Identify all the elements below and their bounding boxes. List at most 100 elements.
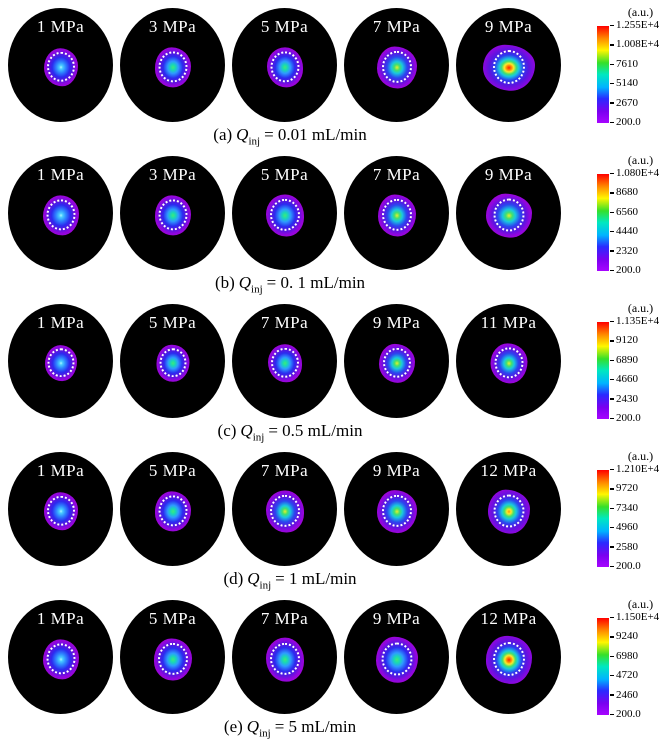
caption-symbol: Q bbox=[246, 717, 260, 736]
caption-symbol: Q bbox=[236, 125, 249, 144]
sample-circle: 11 MPa bbox=[456, 304, 561, 418]
sample-circle: 5 MPa bbox=[120, 304, 225, 418]
sample-circle: 7 MPa bbox=[344, 8, 449, 122]
colorbar-tick-label: 200.0 bbox=[610, 116, 659, 128]
colorbar-tick-label: 200.0 bbox=[610, 412, 659, 424]
sample-circle: 3 MPa bbox=[120, 156, 225, 270]
colorbar-tick-label: 6980 bbox=[610, 650, 659, 662]
sample-row: 1 MPa 5 MPa 7 MPa 9 MPa 12 MPa bbox=[8, 600, 561, 714]
figure-row-b: 1 MPa 3 MPa 5 MPa 7 MPa 9 MPa (a.u.) 1.080E+… bbox=[0, 148, 668, 296]
caption-symbol: Q bbox=[240, 421, 253, 440]
caption-subscript: inj bbox=[251, 283, 263, 296]
pressure-label: 1 MPa bbox=[36, 17, 85, 36]
dotted-ring bbox=[493, 494, 524, 528]
pressure-label: 7 MPa bbox=[372, 165, 421, 184]
colorbar-gradient bbox=[597, 618, 609, 715]
colorbar-tick-label: 2320 bbox=[610, 245, 659, 257]
dotted-ring bbox=[157, 642, 188, 675]
row-caption: (d) Qinj = 1 mL/min bbox=[0, 569, 580, 591]
pressure-label: 5 MPa bbox=[148, 313, 197, 332]
colorbar: (a.u.) 1.080E+4 8680 6560 4440 2320 200.0 bbox=[597, 153, 668, 276]
dotted-ring bbox=[270, 347, 299, 378]
sample-circle: 1 MPa bbox=[8, 156, 113, 270]
pressure-label: 9 MPa bbox=[484, 165, 533, 184]
dotted-ring bbox=[492, 50, 525, 85]
caption-index: (e) bbox=[223, 717, 243, 736]
sample-circle: 5 MPa bbox=[232, 156, 337, 270]
sample-circle: 5 MPa bbox=[120, 600, 225, 714]
pressure-label: 5 MPa bbox=[260, 165, 309, 184]
caption-index: (b) bbox=[214, 273, 235, 292]
colorbar-ticks: 1.150E+4 9240 6980 4720 2460 200.0 bbox=[610, 612, 659, 720]
caption-subscript: inj bbox=[259, 727, 271, 740]
colorbar-tick-label: 9120 bbox=[610, 335, 659, 346]
caption-value: = 0.01 mL/min bbox=[264, 125, 367, 144]
colorbar-body: 1.150E+4 9240 6980 4720 2460 200.0 bbox=[597, 612, 668, 720]
sample-circle: 1 MPa bbox=[8, 304, 113, 418]
colorbar-gradient bbox=[597, 26, 609, 123]
colorbar-ticks: 1.210E+4 9720 7340 4960 2580 200.0 bbox=[610, 464, 659, 572]
sample-circle: 5 MPa bbox=[232, 8, 337, 122]
pressure-label: 5 MPa bbox=[148, 461, 197, 480]
colorbar-tick-label: 1.008E+4 bbox=[610, 39, 659, 50]
sample-circle: 5 MPa bbox=[120, 452, 225, 566]
colorbar-body: 1.255E+4 1.008E+4 7610 5140 2670 200.0 bbox=[597, 20, 668, 128]
sample-row: 1 MPa 5 MPa 7 MPa 9 MPa 12 MPa bbox=[8, 452, 561, 566]
caption-symbol: Q bbox=[247, 569, 260, 588]
dotted-ring bbox=[381, 50, 412, 83]
dotted-ring bbox=[47, 348, 74, 378]
caption-value: = 0. 1 mL/min bbox=[266, 273, 366, 292]
pressure-label: 1 MPa bbox=[36, 165, 85, 184]
caption-index: (d) bbox=[223, 569, 244, 588]
figure-row-c: 1 MPa 5 MPa 7 MPa 9 MPa 11 MPa (a.u.) 1.135E… bbox=[0, 296, 668, 444]
caption-subscript: inj bbox=[248, 135, 261, 148]
sample-circle: 9 MPa bbox=[344, 600, 449, 714]
caption-index: (c) bbox=[217, 421, 237, 440]
pressure-label: 1 MPa bbox=[36, 313, 85, 332]
colorbar-ticks: 1.135E+4 9120 6890 4660 2430 200.0 bbox=[610, 316, 659, 424]
colorbar-tick-label: 1.135E+4 bbox=[610, 316, 659, 327]
colorbar: (a.u.) 1.150E+4 9240 6980 4720 2460 200.0 bbox=[597, 597, 668, 720]
colorbar-body: 1.135E+4 9120 6890 4660 2430 200.0 bbox=[597, 316, 668, 424]
sample-circle: 12 MPa bbox=[456, 452, 561, 566]
figure-row-a: 1 MPa 3 MPa 5 MPa 7 MPa 9 MPa (a.u.) 1.255E+… bbox=[0, 0, 668, 148]
caption-symbol: Q bbox=[238, 273, 252, 292]
pressure-label: 1 MPa bbox=[36, 461, 85, 480]
colorbar-tick-label: 7340 bbox=[610, 502, 659, 514]
colorbar-gradient bbox=[597, 322, 609, 419]
caption-subscript: inj bbox=[252, 431, 265, 444]
colorbar-tick-label: 7610 bbox=[610, 58, 659, 70]
colorbar-tick-label: 5140 bbox=[610, 78, 659, 89]
colorbar-tick-label: 2430 bbox=[610, 393, 659, 405]
pressure-label: 3 MPa bbox=[148, 17, 197, 36]
sample-circle: 12 MPa bbox=[456, 600, 561, 714]
figure-row-e: 1 MPa 5 MPa 7 MPa 9 MPa 12 MPa (a.u.) 1.150E… bbox=[0, 592, 668, 740]
sample-circle: 7 MPa bbox=[232, 452, 337, 566]
colorbar-tick-label: 2460 bbox=[610, 689, 659, 701]
row-caption: (a) Qinj = 0.01 mL/min bbox=[0, 125, 580, 147]
colorbar-tick-label: 6890 bbox=[610, 354, 659, 366]
colorbar-tick-label: 4660 bbox=[610, 374, 659, 385]
colorbar-tick-label: 1.210E+4 bbox=[610, 464, 659, 475]
sample-circle: 9 MPa bbox=[344, 452, 449, 566]
dotted-ring bbox=[493, 198, 524, 232]
colorbar: (a.u.) 1.135E+4 9120 6890 4660 2430 200.0 bbox=[597, 301, 668, 424]
colorbar-unit-label: (a.u.) bbox=[627, 449, 654, 463]
pressure-label: 7 MPa bbox=[260, 461, 309, 480]
pressure-label: 9 MPa bbox=[372, 313, 421, 332]
colorbar-unit-label: (a.u.) bbox=[627, 5, 654, 19]
sample-circle: 7 MPa bbox=[232, 304, 337, 418]
colorbar-tick-label: 9720 bbox=[610, 483, 659, 494]
colorbar-gradient bbox=[597, 174, 609, 271]
dotted-ring bbox=[381, 642, 412, 676]
caption-subscript: inj bbox=[259, 579, 272, 592]
colorbar-body: 1.080E+4 8680 6560 4440 2320 200.0 bbox=[597, 168, 668, 276]
caption-value: = 1 mL/min bbox=[275, 569, 357, 588]
dotted-ring bbox=[492, 642, 525, 677]
pressure-label: 3 MPa bbox=[148, 165, 197, 184]
dotted-ring bbox=[46, 199, 75, 231]
sample-circle: 3 MPa bbox=[120, 8, 225, 122]
dotted-ring bbox=[381, 494, 412, 527]
colorbar-tick-label: 2670 bbox=[610, 97, 659, 109]
sample-circle: 1 MPa bbox=[8, 8, 113, 122]
